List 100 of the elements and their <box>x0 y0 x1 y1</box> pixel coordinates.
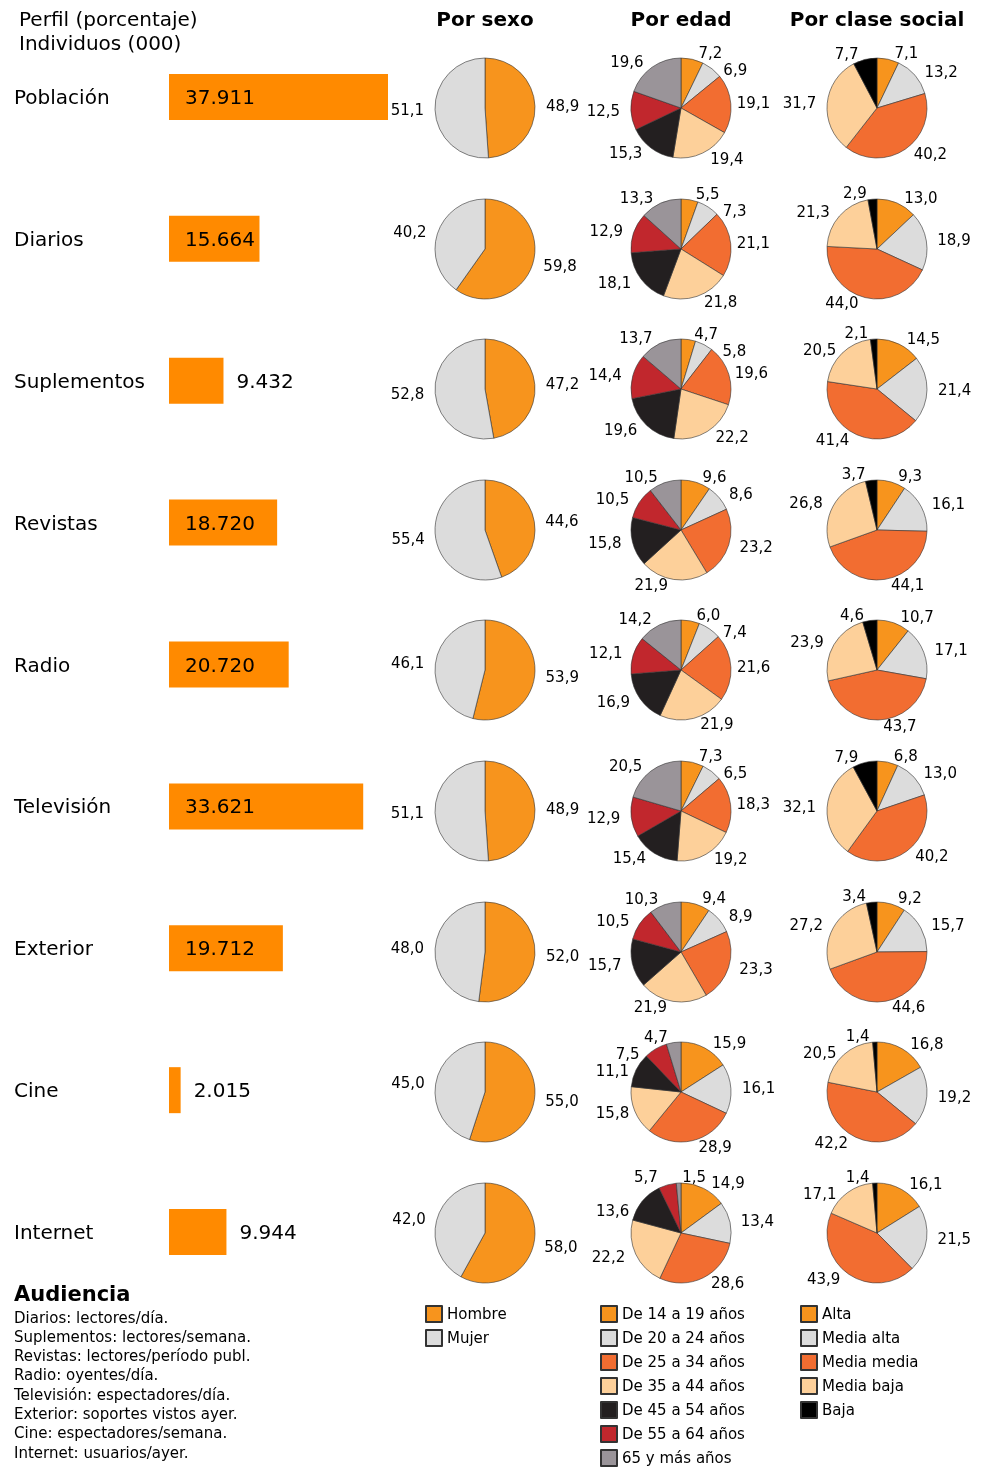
data-label: 7,7 <box>834 44 859 63</box>
data-label: 47,2 <box>545 375 580 394</box>
data-label: 55,4 <box>391 530 425 549</box>
data-label: 46,1 <box>391 654 425 673</box>
data-label: 53,9 <box>545 668 579 687</box>
data-label: 15,7 <box>588 955 622 974</box>
data-label: 10,5 <box>624 467 658 486</box>
data-label: 40,2 <box>913 145 948 164</box>
data-label: 10,3 <box>624 889 659 908</box>
data-label: 18,1 <box>597 273 632 292</box>
data-label: 44,1 <box>890 576 925 595</box>
text: Audiencia <box>14 1281 131 1306</box>
data-label: 7,5 <box>615 1044 640 1063</box>
legend-label: De 20 a 24 años <box>622 1328 746 1347</box>
data-label: 7,4 <box>722 623 747 642</box>
data-label: 58,0 <box>544 1237 578 1256</box>
chart-title: Perfil (porcentaje) <box>19 7 198 31</box>
data-label: 13,7 <box>619 329 653 348</box>
data-label: 48,9 <box>545 800 580 819</box>
data-label: 37.911 <box>185 84 255 109</box>
y-tick-label: Televisión <box>13 794 112 819</box>
y-tick-label: Suplementos <box>14 368 145 393</box>
bar <box>169 783 364 830</box>
data-label: 14,4 <box>588 365 622 384</box>
data-label: 21,4 <box>937 380 972 399</box>
data-label: 7,9 <box>834 747 859 766</box>
bar <box>169 1209 227 1256</box>
data-label: 13,6 <box>595 1201 630 1220</box>
data-label: 10,7 <box>900 608 934 627</box>
data-label: 42,2 <box>814 1133 849 1152</box>
data-label: 19,1 <box>736 94 771 113</box>
data-label: 5,8 <box>722 341 747 360</box>
data-label: 6,5 <box>723 764 748 783</box>
legend-label: De 14 a 19 años <box>622 1304 746 1323</box>
data-label: 15,8 <box>595 1104 630 1123</box>
data-label: 3,4 <box>842 886 867 905</box>
y-tick-label: Internet <box>14 1220 94 1245</box>
data-label: 16,1 <box>931 494 966 513</box>
legend-label: De 55 a 64 años <box>622 1424 746 1443</box>
data-label: 44,0 <box>825 293 859 312</box>
legend-label: Alta <box>822 1304 852 1323</box>
data-label: 10,5 <box>595 490 630 509</box>
data-label: 21,9 <box>700 715 734 734</box>
data-label: 18,3 <box>736 794 770 813</box>
data-label: 43,7 <box>883 717 917 736</box>
data-label: 4,7 <box>643 1027 668 1046</box>
data-label: 5,5 <box>695 184 720 203</box>
data-label: 44,6 <box>545 511 579 530</box>
data-label: 32,1 <box>782 798 817 817</box>
bar <box>169 73 388 120</box>
data-label: 48,0 <box>390 939 425 958</box>
data-label: 15,3 <box>608 143 643 162</box>
text: Exterior: soportes vistos ayer. <box>14 1405 238 1423</box>
y-tick-label: Radio <box>14 652 71 677</box>
data-label: 3,7 <box>841 465 866 484</box>
data-label: 15,8 <box>588 534 622 553</box>
data-label: 20.720 <box>185 652 255 677</box>
data-label: 6,9 <box>723 61 748 80</box>
legend-label: Hombre <box>447 1304 507 1323</box>
data-label: 31,7 <box>782 93 817 112</box>
bar <box>169 641 289 688</box>
text: Diarios: lectores/día. <box>14 1308 169 1327</box>
y-tick-label: Cine <box>14 1078 59 1103</box>
data-label: 12,9 <box>589 221 624 240</box>
data-label: 48,9 <box>545 97 580 116</box>
legend-label: Media baja <box>822 1376 904 1395</box>
data-label: 2,1 <box>844 324 869 343</box>
data-label: 15,9 <box>712 1034 747 1053</box>
legend-label: Media media <box>822 1352 919 1371</box>
data-label: 16,8 <box>910 1034 944 1053</box>
data-label: 2,9 <box>843 183 867 202</box>
data-label: 8,6 <box>728 484 753 503</box>
data-label: 15,4 <box>612 849 647 868</box>
data-label: 40,2 <box>393 222 427 241</box>
data-label: 4,7 <box>694 324 719 343</box>
data-label: 13,0 <box>904 188 938 207</box>
data-label: 21,3 <box>796 202 830 221</box>
data-label: 19,6 <box>610 53 644 72</box>
legend-label: 65 y más años <box>622 1448 732 1467</box>
data-label: 17,1 <box>934 641 968 660</box>
data-label: 15,7 <box>931 915 965 934</box>
data-label: 23,2 <box>739 537 773 556</box>
text: Suplementos: lectores/semana. <box>14 1327 251 1346</box>
data-label: 8,9 <box>728 906 753 925</box>
legend-label: Baja <box>822 1400 855 1419</box>
legend-label: De 25 a 34 años <box>622 1352 746 1371</box>
chart-title: Por clase social <box>789 7 965 31</box>
data-label: 9,3 <box>898 467 922 486</box>
data-label: 1,4 <box>845 1027 870 1046</box>
data-label: 21,8 <box>703 292 738 311</box>
text: Radio: oyentes/día. <box>14 1366 159 1385</box>
data-label: 14,9 <box>711 1173 745 1192</box>
data-label: 21,1 <box>736 233 771 252</box>
data-label: 44,6 <box>891 997 926 1016</box>
data-label: 18,9 <box>937 230 971 249</box>
data-label: 9.944 <box>239 1220 297 1245</box>
data-label: 43,9 <box>806 1270 841 1289</box>
data-label: 6,8 <box>893 747 918 766</box>
data-label: 59,8 <box>543 256 577 275</box>
bar <box>169 925 283 972</box>
